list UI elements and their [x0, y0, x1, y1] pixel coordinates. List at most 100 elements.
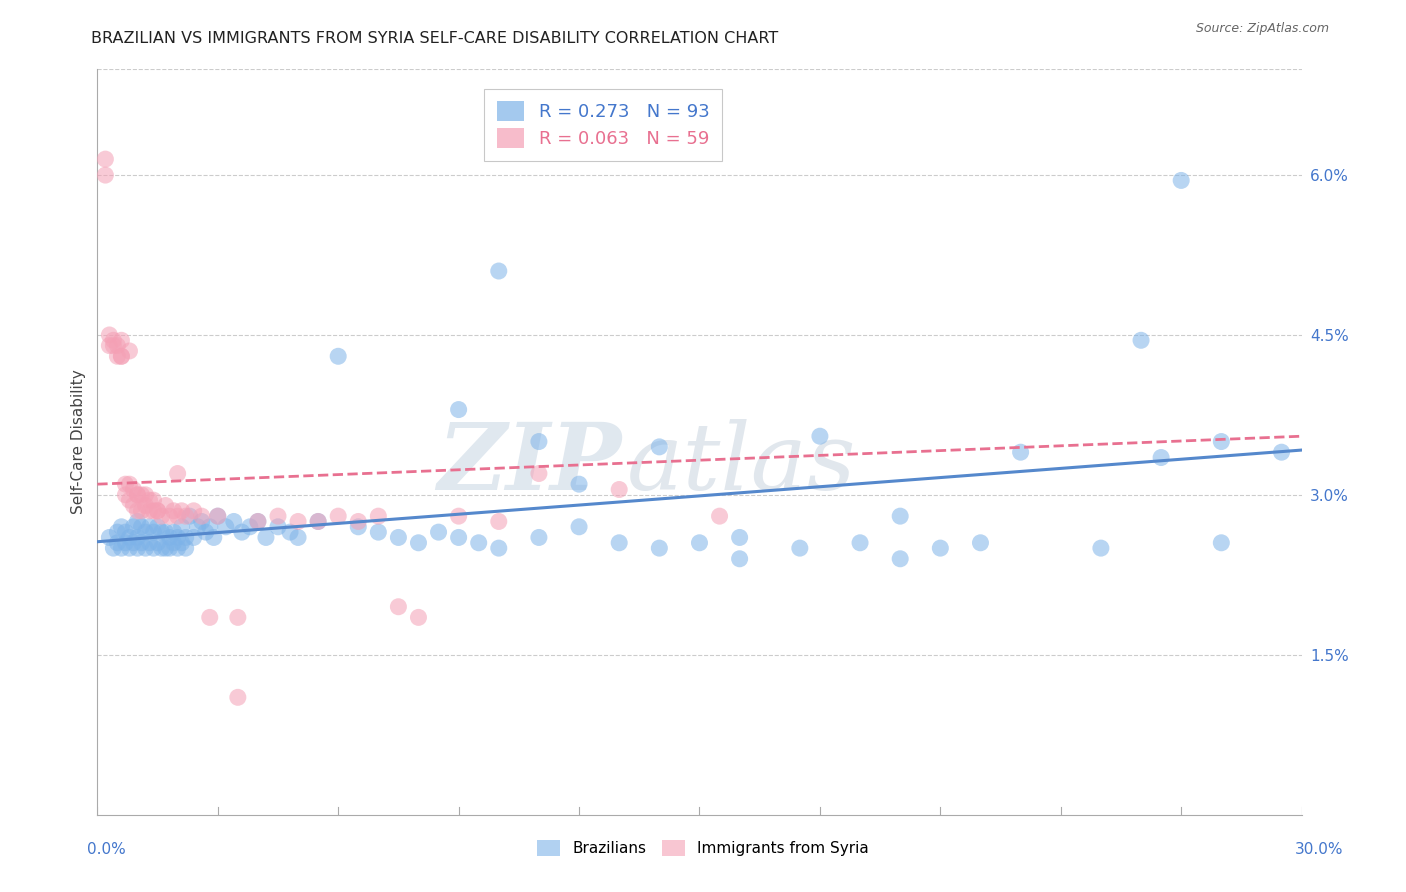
Point [278, 525, 301, 540]
Point [709, 509, 731, 524]
Point [131, 536, 153, 550]
Point [1270, 445, 1292, 459]
Text: BRAZILIAN VS IMMIGRANTS FROM SYRIA SELF-CARE DISABILITY CORRELATION CHART: BRAZILIAN VS IMMIGRANTS FROM SYRIA SELF-… [91, 31, 779, 46]
Point [226, 690, 249, 705]
Point [114, 536, 136, 550]
Point [267, 520, 290, 534]
Point [118, 343, 141, 358]
Point [94, 168, 117, 182]
Point [155, 525, 177, 540]
Point [488, 541, 510, 555]
Point [198, 520, 221, 534]
Point [98, 328, 121, 343]
Point [849, 536, 872, 550]
Point [138, 536, 160, 550]
Point [226, 610, 249, 624]
Point [162, 504, 184, 518]
Point [107, 536, 129, 550]
Point [107, 525, 129, 540]
Point [118, 531, 141, 545]
Point [142, 504, 165, 518]
Point [135, 499, 157, 513]
Point [187, 520, 209, 534]
Point [107, 338, 129, 352]
Point [347, 520, 370, 534]
Point [159, 509, 181, 524]
Point [789, 541, 811, 555]
Point [207, 509, 229, 524]
Point [648, 541, 671, 555]
Point [307, 515, 329, 529]
Point [328, 509, 350, 524]
Point [568, 520, 591, 534]
Point [138, 493, 160, 508]
Point [198, 610, 221, 624]
Point [347, 515, 370, 529]
Text: Source: ZipAtlas.com: Source: ZipAtlas.com [1195, 22, 1329, 36]
Point [447, 531, 470, 545]
Point [447, 402, 470, 417]
Point [159, 531, 181, 545]
Point [808, 429, 831, 443]
Point [150, 541, 173, 555]
Point [107, 349, 129, 363]
Point [166, 509, 188, 524]
Point [135, 541, 157, 555]
Point [146, 504, 169, 518]
Point [179, 509, 201, 524]
Point [488, 264, 510, 278]
Text: 30.0%: 30.0% [1295, 842, 1343, 856]
Point [202, 531, 225, 545]
Point [527, 467, 550, 481]
Point [146, 504, 169, 518]
Point [127, 488, 149, 502]
Point [170, 536, 193, 550]
Point [103, 338, 125, 352]
Point [246, 515, 269, 529]
Point [150, 525, 173, 540]
Point [688, 536, 710, 550]
Point [183, 531, 205, 545]
Point [1130, 333, 1153, 347]
Point [287, 515, 309, 529]
Text: 0.0%: 0.0% [87, 842, 127, 856]
Point [427, 525, 450, 540]
Point [231, 525, 253, 540]
Point [568, 477, 591, 491]
Text: atlas: atlas [627, 419, 856, 509]
Point [166, 467, 188, 481]
Point [287, 531, 309, 545]
Text: ZIP: ZIP [437, 419, 621, 509]
Point [114, 488, 136, 502]
Point [408, 610, 430, 624]
Point [889, 509, 911, 524]
Point [135, 525, 157, 540]
Point [122, 520, 145, 534]
Point [122, 483, 145, 497]
Point [222, 515, 245, 529]
Point [110, 520, 132, 534]
Point [122, 499, 145, 513]
Point [159, 541, 181, 555]
Point [146, 520, 169, 534]
Point [122, 536, 145, 550]
Point [367, 525, 389, 540]
Point [328, 349, 350, 363]
Point [127, 531, 149, 545]
Point [387, 599, 409, 614]
Point [170, 520, 193, 534]
Point [267, 509, 290, 524]
Point [207, 509, 229, 524]
Point [1211, 434, 1233, 449]
Point [367, 509, 389, 524]
Point [174, 509, 197, 524]
Point [103, 541, 125, 555]
Point [142, 541, 165, 555]
Point [607, 483, 630, 497]
Point [215, 520, 238, 534]
Point [889, 551, 911, 566]
Point [98, 531, 121, 545]
Point [408, 536, 430, 550]
Point [110, 333, 132, 347]
Point [127, 541, 149, 555]
